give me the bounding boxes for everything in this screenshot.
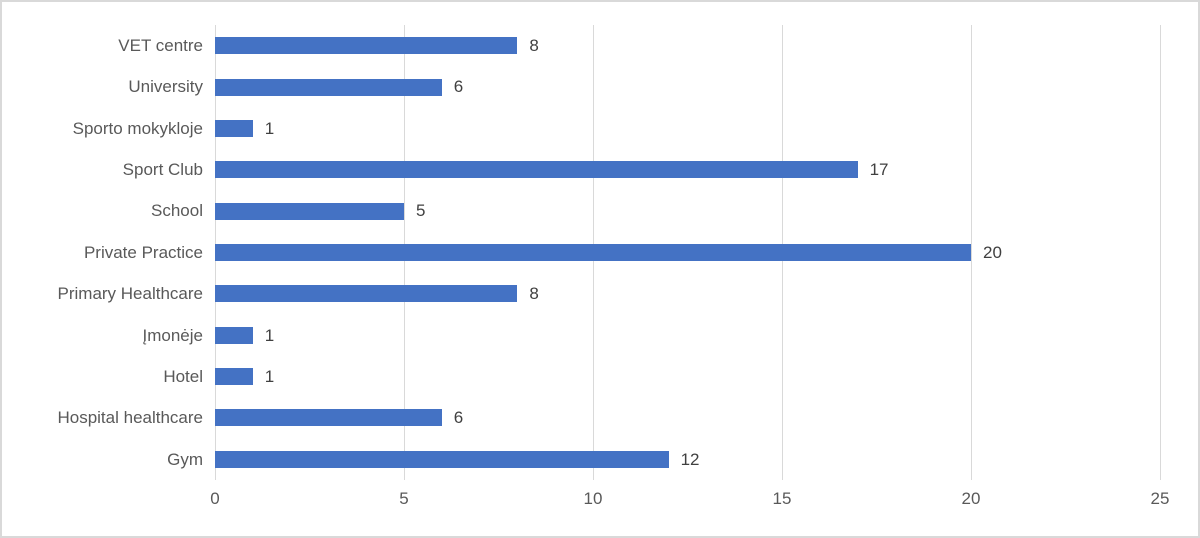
category-label: School [151,201,203,221]
gridline [971,25,972,480]
bar [215,161,858,179]
category-label: Sport Club [122,160,203,180]
category-label: Hospital healthcare [57,408,203,428]
category-label: VET centre [118,36,203,55]
gridline [1160,25,1161,480]
bar-value-label: 6 [453,77,464,97]
x-tick-label: 0 [210,489,220,508]
x-tick-label: 15 [772,489,792,508]
x-tick-label: 5 [399,489,409,508]
bar [215,202,404,220]
bar [215,244,971,261]
category-label: University [128,77,203,97]
category-label: Gym [167,449,203,469]
bar [215,368,253,386]
bar [215,78,442,96]
category-label: Private Practice [83,242,203,262]
bar-value-label: 20 [983,242,1002,262]
category-label: Primary Healthcare [57,284,204,304]
bar-value-label: 5 [416,201,426,221]
bar [215,37,518,55]
category-label: Sporto mokykloje [72,118,203,138]
bar [215,119,253,137]
bar [215,450,669,468]
bar-value-label: 6 [453,408,464,428]
x-tick-label: 25 [1150,489,1170,508]
bar-value-label: 8 [529,284,539,304]
bar-value-label: 17 [869,160,889,180]
bar-value-label: 1 [264,325,275,345]
bar-value-label: 12 [680,449,700,469]
category-label: Įmonėje [142,325,203,345]
bar [215,285,518,303]
bar-value-label: 1 [264,366,275,386]
bar-value-label: 1 [264,118,275,138]
bar-value-label: 8 [529,36,539,55]
plot-area: 8 6 1 17 5 20 8 1 1 6 12 [215,25,1161,480]
bar [215,326,253,344]
x-tick-label: 20 [961,489,981,508]
x-tick-label: 10 [583,489,603,508]
bar [215,409,442,427]
category-label: Hotel [163,366,203,386]
